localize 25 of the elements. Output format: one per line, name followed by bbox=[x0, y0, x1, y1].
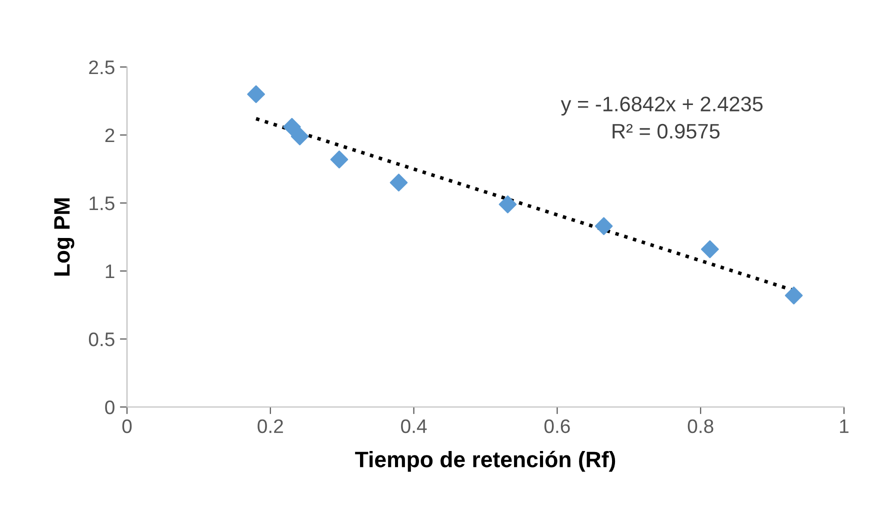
x-tick-label: 0 bbox=[122, 419, 132, 434]
x-tick-label: 1 bbox=[840, 420, 848, 433]
point bbox=[498, 195, 517, 214]
x-axis-title: Tiempo de retención (Rf) bbox=[355, 450, 616, 472]
point bbox=[247, 85, 265, 104]
x-tick-label: 0.2 bbox=[258, 419, 283, 434]
y-axis-title: Log PM bbox=[54, 198, 74, 276]
point bbox=[283, 118, 301, 136]
point bbox=[330, 150, 348, 168]
point bbox=[594, 217, 613, 236]
point bbox=[390, 174, 408, 192]
y-tick-label: 1.5 bbox=[90, 196, 114, 210]
y-tick-label: 2.5 bbox=[89, 60, 114, 74]
x-tick-label: 0.4 bbox=[401, 419, 427, 434]
point bbox=[784, 286, 803, 304]
y-tick-label: 2 bbox=[105, 128, 114, 142]
y-tick-label: 0 bbox=[105, 400, 114, 414]
point bbox=[290, 127, 309, 146]
y-tick-label: 1 bbox=[106, 264, 114, 278]
x-tick-label: 0.8 bbox=[688, 419, 714, 434]
annotation: y = -1.6842x + 2.4235 bbox=[560, 96, 763, 116]
y-tick-label: 0.5 bbox=[88, 332, 114, 346]
x-tick-label: 0.6 bbox=[544, 419, 570, 434]
annotation: R² = 0.9575 bbox=[612, 124, 720, 139]
point bbox=[701, 240, 719, 258]
